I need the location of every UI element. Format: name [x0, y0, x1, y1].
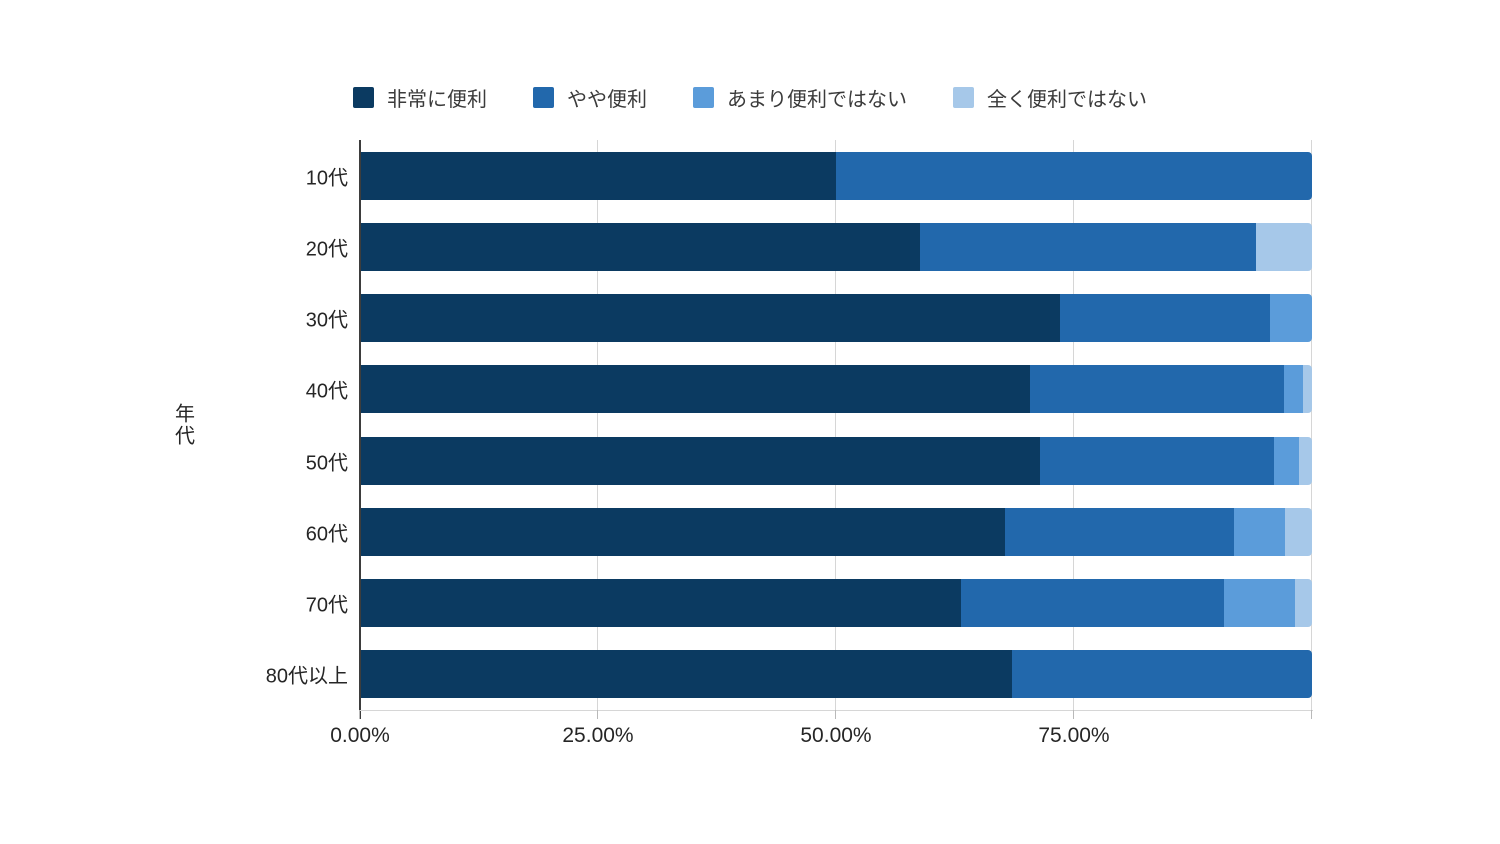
- legend-item-very-convenient[interactable]: 非常に便利: [353, 83, 487, 112]
- bar-segment: [1233, 507, 1286, 556]
- stacked-bar: [360, 151, 1312, 200]
- legend-label: やや便利: [567, 89, 647, 111]
- bar-segment: [1273, 436, 1299, 485]
- gridline-50: [835, 140, 836, 710]
- gridline-75: [1073, 140, 1074, 710]
- bar-segment: [360, 151, 836, 200]
- stacked-bar: [360, 650, 1312, 699]
- bar-segment: [360, 579, 961, 628]
- x-axis-tick-labels: 0.00% 25.00% 50.00% 75.00%: [330, 724, 1312, 754]
- bar-row: [360, 496, 1312, 567]
- bar-segment: [1012, 650, 1312, 699]
- gridline-100: [1311, 140, 1312, 710]
- bar-row: [360, 568, 1312, 639]
- y-axis-line: [359, 140, 361, 719]
- y-axis-category-labels: 10代 20代 30代 40代 50代 60代 70代 80代以上: [0, 140, 348, 710]
- bar-segment: [836, 151, 1312, 200]
- bar-segment: [1284, 365, 1304, 414]
- plot-area: [360, 140, 1312, 710]
- stacked-bar: [360, 579, 1312, 628]
- x-tick-label-25: 25.00%: [562, 724, 634, 747]
- bar-segment: [1298, 436, 1312, 485]
- x-tick-label-0: 0.00%: [330, 724, 390, 747]
- legend-item-not-at-all-convenient[interactable]: 全く便利ではない: [953, 83, 1147, 112]
- gridline-25: [597, 140, 598, 710]
- stacked-bar: [360, 507, 1312, 556]
- x-axis-tick-75: [1073, 710, 1074, 719]
- chart-legend: 非常に便利 やや便利 あまり便利ではない 全く便利ではない: [0, 83, 1500, 112]
- bar-segment: [360, 650, 1013, 699]
- bar-segment: [1255, 222, 1312, 271]
- bar-segment: [1005, 507, 1234, 556]
- x-tick-label-50: 50.00%: [800, 724, 872, 747]
- bar-segment: [960, 579, 1225, 628]
- bar-row: [360, 639, 1312, 710]
- y-category-label: 60代: [305, 523, 348, 546]
- bar-segment: [360, 507, 1006, 556]
- bar-segment: [1303, 365, 1312, 414]
- y-axis-title: 年代: [171, 403, 194, 447]
- bar-segment: [360, 436, 1040, 485]
- x-axis-tick-100: [1311, 710, 1312, 719]
- x-axis-tick-50: [835, 710, 836, 719]
- legend-swatch-not-at-all-convenient: [953, 87, 974, 108]
- y-category-label: 50代: [305, 452, 348, 475]
- bar-segment: [919, 222, 1256, 271]
- bar-segment: [360, 294, 1060, 343]
- stacked-bar: [360, 222, 1312, 271]
- legend-swatch-somewhat-convenient: [533, 87, 554, 108]
- bar-segment: [360, 222, 920, 271]
- y-category-label: 10代: [305, 167, 348, 190]
- y-category-label: 80代以上: [265, 665, 348, 688]
- stacked-bar: [360, 365, 1312, 414]
- bar-row: [360, 211, 1312, 282]
- x-tick-label-75: 75.00%: [1038, 724, 1110, 747]
- legend-label: 全く便利ではない: [987, 89, 1147, 111]
- bar-row: [360, 354, 1312, 425]
- x-axis-tick-0: [359, 710, 360, 719]
- bar-segment: [1039, 436, 1274, 485]
- bar-segment: [1030, 365, 1285, 414]
- stacked-bar: [360, 436, 1312, 485]
- stacked-bar: [360, 294, 1312, 343]
- bar-segment: [1059, 294, 1271, 343]
- bar-segment: [360, 365, 1031, 414]
- bar-segment: [1224, 579, 1295, 628]
- y-category-label: 40代: [305, 380, 348, 403]
- legend-item-somewhat-convenient[interactable]: やや便利: [533, 83, 647, 112]
- bar-row: [360, 140, 1312, 211]
- legend-swatch-very-convenient: [353, 87, 374, 108]
- y-category-label: 70代: [305, 594, 348, 617]
- bar-segment: [1270, 294, 1312, 343]
- x-axis-line: [360, 710, 1313, 711]
- legend-label: あまり便利ではない: [727, 89, 907, 111]
- bar-segment: [1285, 507, 1312, 556]
- x-axis-tick-25: [597, 710, 598, 719]
- legend-label: 非常に便利: [387, 89, 487, 111]
- legend-item-not-very-convenient[interactable]: あまり便利ではない: [693, 83, 907, 112]
- y-category-label: 20代: [305, 238, 348, 261]
- bar-segment: [1294, 579, 1312, 628]
- y-category-label: 30代: [305, 309, 348, 332]
- bar-row: [360, 283, 1312, 354]
- bar-row: [360, 425, 1312, 496]
- legend-swatch-not-very-convenient: [693, 87, 714, 108]
